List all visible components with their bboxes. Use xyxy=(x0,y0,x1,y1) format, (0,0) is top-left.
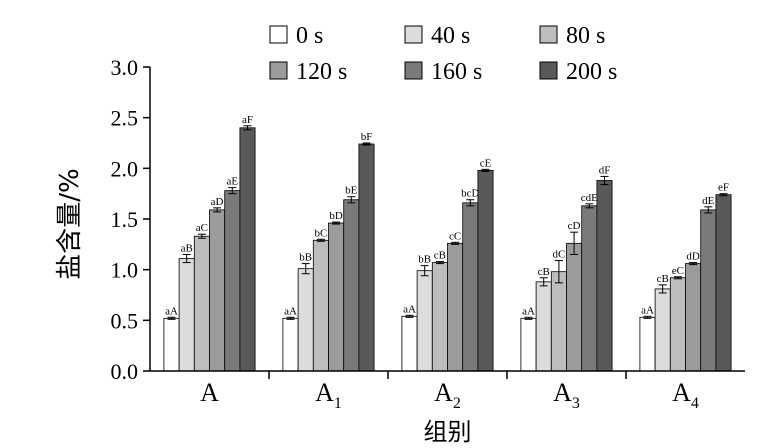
y-tick-label: 2.5 xyxy=(111,106,139,131)
bar xyxy=(447,242,464,372)
significance-label: aC xyxy=(196,222,208,234)
significance-label: aE xyxy=(226,176,238,188)
significance-label: bF xyxy=(361,131,373,143)
significance-label: dE xyxy=(702,195,715,207)
x-ticks: A A1 A2 A3 A4 xyxy=(200,371,699,412)
significance-label: aB xyxy=(181,242,193,254)
x-tick-label: A1 xyxy=(315,378,342,412)
y-tick-label: 0.0 xyxy=(111,359,139,384)
y-tick-label: 3.0 xyxy=(111,55,139,80)
significance-label: eF xyxy=(718,182,729,194)
significance-label: cdE xyxy=(581,192,598,204)
bar xyxy=(550,271,567,372)
legend-swatch xyxy=(269,25,288,44)
significance-label: bD xyxy=(329,210,343,222)
y-ticks: 0.0 0.5 1.0 1.5 2.0 2.5 3.0 xyxy=(111,55,150,384)
bar xyxy=(328,222,345,372)
y-tick-label: 0.5 xyxy=(111,308,139,333)
legend-label: 0 s xyxy=(296,23,323,49)
legend-swatch xyxy=(404,25,423,44)
legend-swatch xyxy=(539,25,558,44)
bar xyxy=(581,205,598,372)
significance-label: dF xyxy=(599,164,611,176)
significance-label: bB xyxy=(418,254,431,266)
bar xyxy=(209,209,226,372)
bar xyxy=(477,169,494,372)
bar xyxy=(639,316,656,372)
significance-label: aA xyxy=(522,305,535,317)
x-tick-label: A3 xyxy=(553,378,580,412)
bar xyxy=(669,277,686,372)
legend-label: 40 s xyxy=(431,23,470,49)
significance-label: cC xyxy=(449,230,461,242)
bar xyxy=(312,239,329,372)
bar xyxy=(416,270,433,372)
y-tick-label: 1.0 xyxy=(111,258,139,283)
bar xyxy=(654,288,671,372)
significance-label: bE xyxy=(345,185,358,197)
significance-label: aF xyxy=(242,114,253,126)
bar xyxy=(163,317,180,372)
bar xyxy=(282,317,299,372)
significance-label: bcD xyxy=(461,188,479,200)
y-axis-label: 盐含量/% xyxy=(55,168,85,279)
bar xyxy=(520,317,537,372)
significance-label: bC xyxy=(314,227,327,239)
bar xyxy=(715,194,732,372)
legend-swatch xyxy=(539,61,558,80)
significance-label: cE xyxy=(480,157,492,169)
significance-label: cB xyxy=(538,266,550,278)
bar xyxy=(343,199,360,372)
legend-label: 120 s xyxy=(296,59,347,85)
bar xyxy=(596,180,613,372)
x-tick-label: A xyxy=(200,378,219,407)
bar xyxy=(193,235,210,372)
significance-label: eC xyxy=(672,265,684,277)
legend-label: 160 s xyxy=(431,59,482,85)
bar xyxy=(462,202,479,372)
bar xyxy=(297,268,314,372)
significance-label: aA xyxy=(284,305,297,317)
y-tick-label: 1.5 xyxy=(111,207,139,232)
legend-swatch xyxy=(404,61,423,80)
bar xyxy=(431,262,448,372)
significance-label: dC xyxy=(552,249,565,261)
bar xyxy=(224,190,241,372)
significance-label: cB xyxy=(657,273,669,285)
bar xyxy=(358,143,375,372)
bar xyxy=(535,281,552,372)
significance-label: cB xyxy=(434,250,446,262)
bar xyxy=(566,242,583,372)
significance-label: dD xyxy=(686,251,700,263)
legend-label: 80 s xyxy=(566,23,605,49)
significance-label: cD xyxy=(568,220,581,232)
significance-label: aA xyxy=(403,303,416,315)
legend-label: 200 s xyxy=(566,59,617,85)
bar xyxy=(239,127,256,372)
x-tick-label: A2 xyxy=(434,378,461,412)
bar xyxy=(401,315,418,372)
bar xyxy=(700,209,717,372)
y-tick-label: 2.0 xyxy=(111,156,139,181)
significance-label: aA xyxy=(165,305,178,317)
x-axis-label: 组别 xyxy=(424,418,472,446)
legend-swatch xyxy=(269,61,288,80)
x-tick-label: A4 xyxy=(672,378,699,412)
bar xyxy=(178,258,195,372)
legend: 0 s 40 s 80 s 120 s 160 s 200 s xyxy=(269,23,617,85)
significance-label: bB xyxy=(299,252,312,264)
bar xyxy=(685,263,702,372)
significance-label: aD xyxy=(211,196,224,208)
significance-label: aA xyxy=(641,304,654,316)
